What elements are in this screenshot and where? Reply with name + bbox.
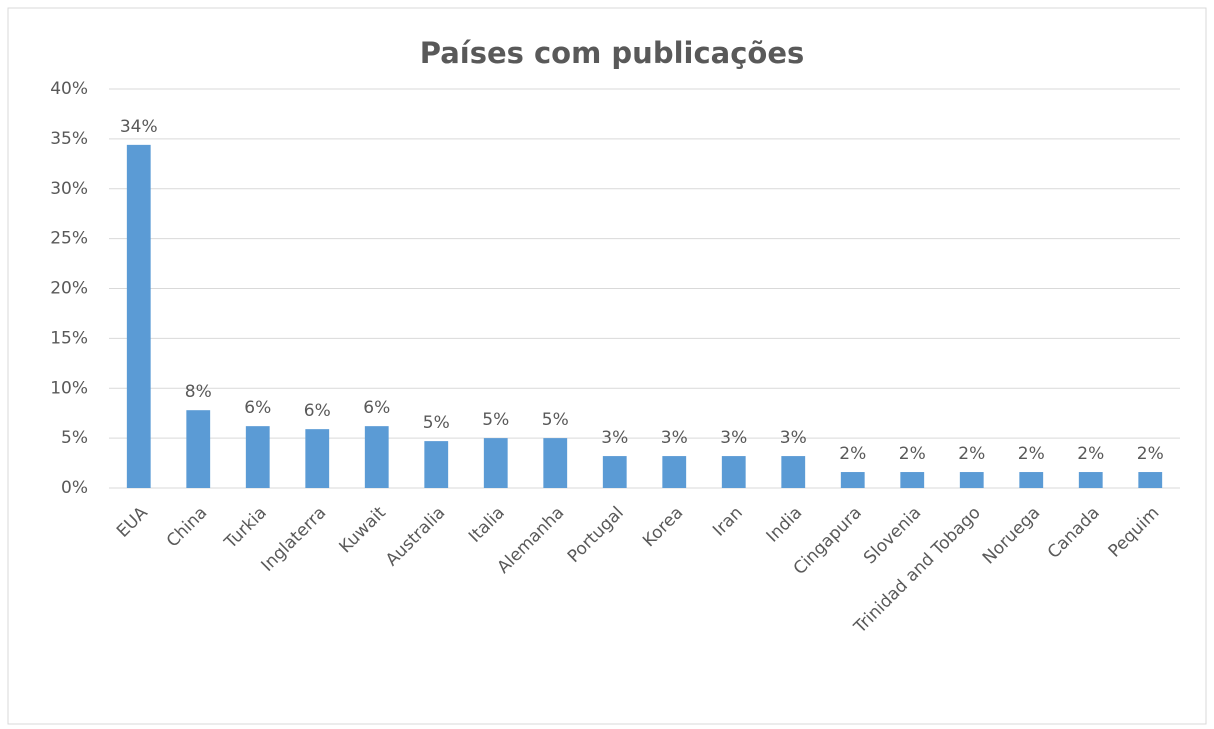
bar (1078, 472, 1103, 488)
data-label: 2% (1018, 444, 1045, 464)
chart-frame (7, 7, 1207, 725)
data-label: 6% (363, 398, 390, 418)
y-tick-label: 30% (50, 179, 88, 199)
bar (186, 410, 211, 488)
data-label: 3% (780, 428, 807, 448)
bar (781, 456, 806, 488)
y-tick-label: 15% (50, 328, 88, 348)
data-label: 6% (304, 401, 331, 421)
data-label: 5% (482, 410, 509, 430)
data-label: 2% (958, 444, 985, 464)
bar (364, 426, 389, 488)
bar (245, 426, 270, 488)
data-label: 2% (1077, 444, 1104, 464)
bar (483, 438, 508, 488)
bar (543, 438, 568, 488)
y-tick-label: 20% (50, 279, 88, 299)
y-tick-label: 25% (50, 229, 88, 249)
data-label: 3% (720, 428, 747, 448)
bar (602, 456, 627, 488)
bar (424, 441, 449, 488)
bar (959, 472, 984, 488)
bar (840, 472, 865, 488)
y-tick-label: 35% (50, 129, 88, 149)
data-label: 2% (899, 444, 926, 464)
y-tick-label: 5% (61, 428, 88, 448)
data-label: 3% (601, 428, 628, 448)
bar (662, 456, 687, 488)
data-label: 5% (542, 410, 569, 430)
y-tick-label: 0% (61, 478, 88, 498)
data-label: 6% (244, 398, 271, 418)
y-tick-label: 40% (50, 79, 88, 99)
bar (900, 472, 925, 488)
chart-title: Países com publicações (420, 36, 805, 70)
data-label: 8% (185, 382, 212, 402)
data-label: 3% (661, 428, 688, 448)
y-tick-label: 10% (50, 378, 88, 398)
data-label: 5% (423, 413, 450, 433)
bar (1138, 472, 1163, 488)
data-label: 34% (120, 117, 158, 137)
bar (721, 456, 746, 488)
data-label: 2% (839, 444, 866, 464)
bar (126, 144, 151, 489)
data-label: 2% (1137, 444, 1164, 464)
bar (1019, 472, 1044, 488)
bar (305, 429, 330, 488)
